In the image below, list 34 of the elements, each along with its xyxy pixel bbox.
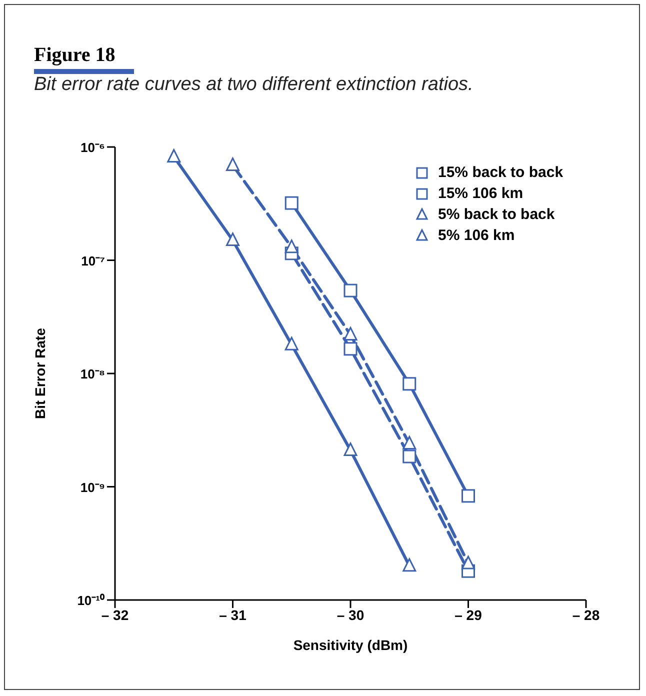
x-tick-label: – 28 — [572, 606, 600, 623]
point — [284, 336, 298, 350]
point — [226, 158, 240, 171]
x-tick-label: – 30 — [336, 606, 364, 623]
y-tick-label: 10⁻⁷ — [81, 253, 105, 268]
point — [284, 240, 298, 254]
point — [344, 342, 358, 356]
point — [344, 284, 358, 298]
point — [402, 558, 416, 572]
x-tick-label: – 29 — [454, 606, 482, 623]
point — [344, 442, 358, 456]
point — [402, 436, 416, 450]
y-axis-title: Bit Error Rate — [32, 328, 48, 420]
point — [462, 489, 475, 503]
x-tick-label: – 32 — [101, 606, 129, 623]
point — [402, 377, 416, 391]
point — [402, 450, 416, 464]
y-tick-label: 10⁻¹⁰ — [77, 593, 105, 608]
legend-label: 15% 106 km — [438, 184, 524, 204]
point — [284, 196, 298, 210]
y-tick-label: 10⁻⁹ — [80, 480, 105, 495]
y-tick-label: 10⁻⁶ — [80, 140, 106, 155]
legend-label: 5% 106 km — [438, 226, 515, 246]
y-tick-label: 10⁻⁸ — [80, 366, 105, 382]
x-axis-title: Sensitivity (dBm) — [293, 637, 408, 653]
point — [167, 149, 181, 163]
chart-subtitle: Bit error rate curves at two different extinction ratios. — [34, 74, 474, 96]
point — [226, 232, 240, 246]
point — [462, 556, 475, 570]
legend-label: 15% back to back — [438, 163, 564, 183]
point — [344, 326, 358, 340]
chart-title: Figure 18 — [34, 44, 116, 67]
x-tick-label: – 31 — [219, 606, 247, 623]
legend-label: 5% back to back — [438, 205, 555, 225]
